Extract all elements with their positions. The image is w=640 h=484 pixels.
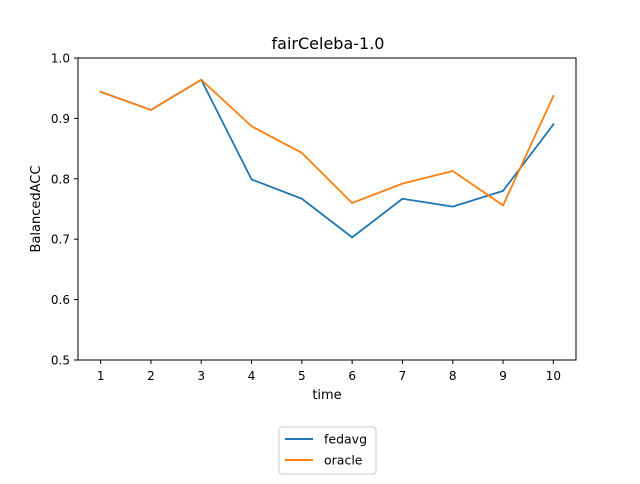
- data-point-oracle: [552, 95, 555, 97]
- series-lines: [99, 78, 555, 239]
- x-tick-label: 8: [449, 369, 457, 383]
- data-point-fedavg: [552, 123, 555, 126]
- data-point-oracle: [250, 125, 253, 128]
- y-axis: 0.5 0.6 0.7 0.8 0.9 1.0: [51, 52, 78, 368]
- y-tick-label: 0.5: [51, 354, 70, 368]
- data-point-fedavg: [351, 236, 354, 239]
- data-point-oracle: [99, 90, 102, 93]
- x-tick-label: 1: [97, 369, 105, 383]
- x-tick-label: 3: [197, 369, 205, 383]
- legend-fedavg-label: fedavg: [324, 432, 367, 447]
- x-tick-label: 10: [546, 369, 561, 383]
- series-line-oracle: [99, 78, 555, 207]
- y-tick-label: 0.8: [51, 172, 70, 186]
- y-axis-label: BalancedACC: [29, 166, 44, 253]
- data-point-fedavg: [502, 189, 504, 192]
- data-point-oracle: [401, 182, 404, 185]
- x-axis: 1 2 3 4 5 6 7 8 9 10: [97, 360, 561, 383]
- data-point-fedavg: [451, 205, 454, 208]
- y-tick-label: 1.0: [51, 52, 70, 66]
- x-tick-label: 5: [298, 369, 306, 383]
- data-point-oracle: [150, 109, 152, 111]
- series-line-fedavg: [99, 78, 555, 239]
- x-axis-label: time: [312, 388, 341, 403]
- chart-title: fairCeleba-1.0: [272, 34, 385, 53]
- y-tick-label: 0.6: [51, 293, 70, 307]
- data-point-fedavg: [300, 197, 303, 200]
- x-tick-label: 9: [499, 369, 507, 383]
- y-tick-label: 0.7: [51, 233, 70, 247]
- data-point-fedavg: [401, 197, 404, 200]
- data-point-fedavg: [250, 178, 253, 181]
- legend: fedavg oracle: [278, 426, 377, 475]
- plot-area: [77, 57, 577, 361]
- y-tick-label: 0.9: [51, 112, 70, 126]
- data-point-oracle: [502, 204, 504, 207]
- x-tick-label: 2: [147, 369, 155, 383]
- x-tick-label: 6: [348, 369, 356, 383]
- x-tick-label: 7: [399, 369, 407, 383]
- data-point-oracle: [300, 151, 303, 154]
- data-point-oracle: [200, 78, 203, 81]
- data-point-oracle: [351, 202, 354, 204]
- legend-oracle-label: oracle: [324, 453, 363, 468]
- data-point-oracle: [451, 170, 454, 172]
- x-tick-label: 4: [248, 369, 256, 383]
